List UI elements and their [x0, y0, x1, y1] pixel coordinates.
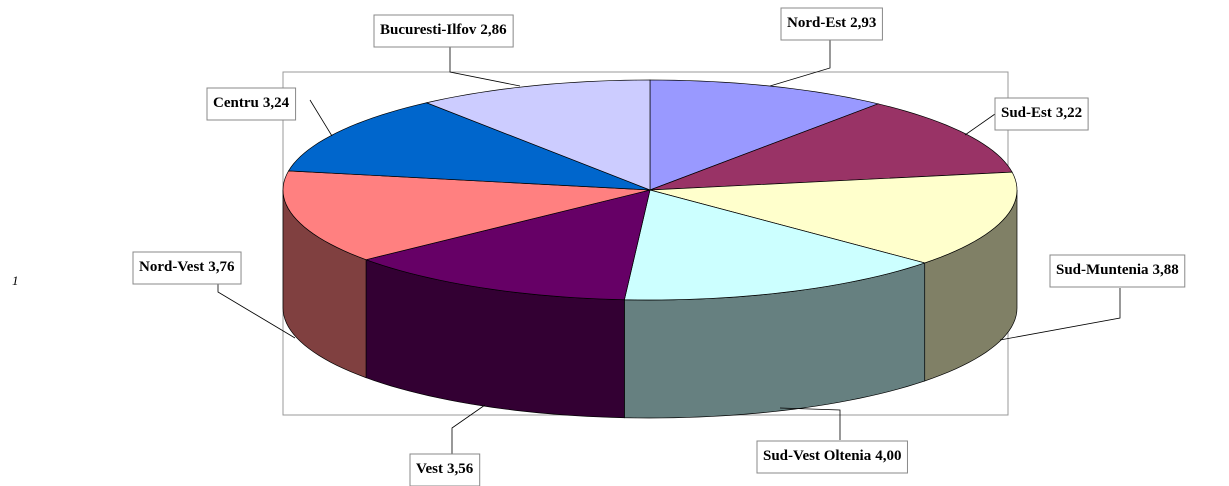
data-label: Nord-Est 2,93: [787, 15, 876, 31]
leader-line: [769, 40, 831, 87]
leader-line: [451, 404, 486, 455]
label-name: Sud-Vest Oltenia: [763, 448, 872, 464]
label-name: Centru: [213, 95, 259, 111]
label-value: 2,86: [480, 22, 507, 38]
data-label: Vest 3,56: [416, 461, 474, 477]
label-value: 3,56: [447, 461, 474, 477]
slice: [364, 189, 651, 301]
label-box: [132, 251, 242, 285]
leader-line: [449, 47, 521, 87]
leader-line: [309, 99, 333, 137]
leader-line: [217, 284, 296, 339]
leader-line: [999, 288, 1121, 341]
slice: [649, 171, 1018, 264]
slice: [282, 170, 651, 261]
data-label: Sud-Vest Oltenia 4,00: [763, 448, 901, 464]
annotation: 1: [12, 273, 19, 288]
data-label: Bucuresti-Ilfov 2,86: [380, 22, 507, 38]
data-label: Sud-Muntenia 3,88: [1056, 262, 1179, 278]
label-value: 4,00: [875, 448, 901, 464]
label-value: 3,24: [263, 95, 290, 111]
data-label: Nord-Vest 3,76: [139, 259, 235, 275]
label-value: 3,76: [208, 259, 235, 275]
label-box: [756, 440, 908, 474]
label-box: [1049, 254, 1186, 288]
label-value: 3,88: [1153, 262, 1179, 278]
slice: [287, 102, 651, 191]
label-name: Nord-Vest: [139, 259, 204, 275]
label-name: Vest: [416, 461, 443, 477]
label-box: [994, 97, 1089, 131]
label-value: 3,22: [1056, 105, 1082, 121]
label-name: Sud-Est: [1001, 105, 1052, 121]
label-value: 2,93: [850, 15, 876, 31]
leader-line: [779, 407, 841, 440]
label-box: [780, 7, 883, 41]
data-label: Centru 3,24: [213, 95, 290, 111]
label-box: [373, 14, 514, 48]
slice: [425, 79, 651, 191]
label-name: Sud-Muntenia: [1056, 262, 1149, 278]
data-label: Sud-Est 3,22: [1001, 105, 1082, 121]
label-box: [206, 87, 297, 121]
leader-line: [964, 113, 996, 136]
slice: [623, 189, 926, 301]
label-name: Nord-Est: [787, 15, 846, 31]
label-name: Bucuresti-Ilfov: [380, 22, 477, 38]
label-box: [409, 453, 481, 486]
